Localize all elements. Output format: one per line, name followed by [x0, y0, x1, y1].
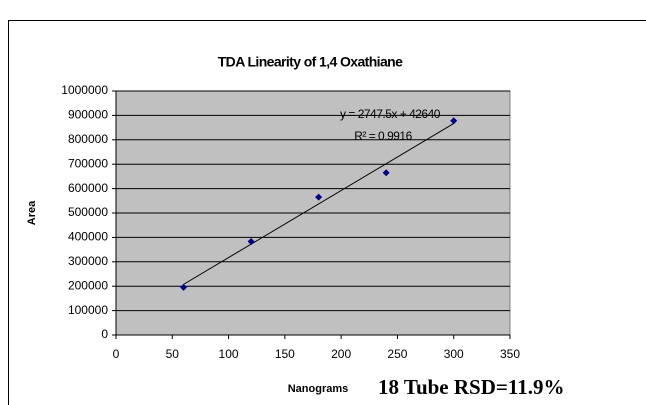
- y-tick-label: 300000: [68, 254, 108, 268]
- chart-border: [8, 20, 646, 405]
- y-tick-label: 900000: [68, 108, 108, 122]
- y-tick-label: 800000: [68, 132, 108, 146]
- x-tick-label: 200: [331, 347, 351, 361]
- x-tick-label: 300: [444, 347, 464, 361]
- x-axis-title: Nanograms: [288, 383, 349, 395]
- data-point: [315, 193, 323, 201]
- data-point: [382, 169, 390, 177]
- x-tick-label: 0: [113, 347, 120, 361]
- annotation: 18 Tube RSD=11.9%: [378, 375, 564, 399]
- y-tick-label: 0: [101, 327, 108, 341]
- trendline-equation: y = 2747.5x + 42640: [340, 107, 441, 121]
- y-tick-label: 500000: [68, 205, 108, 219]
- x-tick-label: 100: [219, 347, 239, 361]
- y-tick-label: 200000: [68, 278, 108, 292]
- data-point: [180, 283, 188, 291]
- y-axis-title: Area: [26, 200, 38, 225]
- chart-title: TDA Linearity of 1,4 Oxathiane: [218, 54, 403, 70]
- data-point: [450, 117, 458, 125]
- r-squared: R² = 0.9916: [354, 129, 412, 143]
- data-point: [247, 238, 255, 246]
- y-tick-label: 100000: [68, 303, 108, 317]
- y-tick-label: 700000: [68, 156, 108, 170]
- y-tick-label: 400000: [68, 230, 108, 244]
- x-tick-label: 50: [166, 347, 180, 361]
- y-tick-label: 1000000: [61, 83, 108, 97]
- x-tick-label: 250: [387, 347, 407, 361]
- y-tick-label: 600000: [68, 181, 108, 195]
- x-tick-label: 350: [500, 347, 520, 361]
- trendline: [183, 123, 454, 285]
- x-tick-label: 150: [275, 347, 295, 361]
